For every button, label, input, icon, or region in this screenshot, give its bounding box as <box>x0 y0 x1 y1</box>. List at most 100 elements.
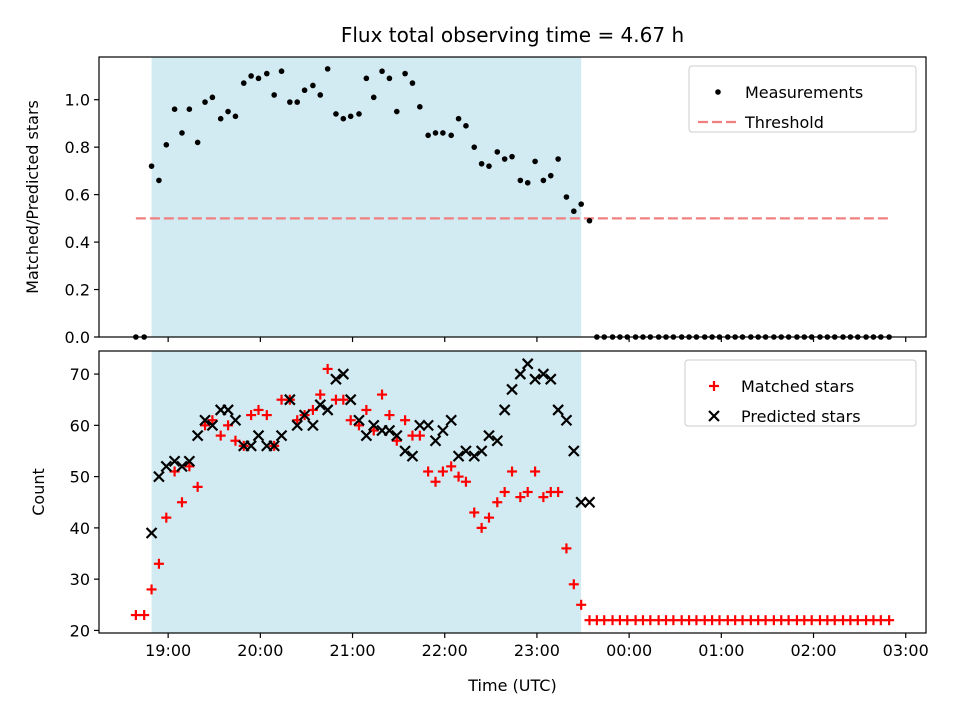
x-axis-label: Time (UTC) <box>467 676 556 695</box>
data-point <box>483 512 494 523</box>
legend-label: Measurements <box>745 83 863 102</box>
data-point <box>463 123 469 129</box>
data-point <box>522 487 533 497</box>
data-point <box>471 144 478 150</box>
data-point <box>268 440 280 452</box>
data-point <box>509 153 515 160</box>
y-tick-label: 0.2 <box>65 281 90 300</box>
data-point <box>255 75 262 82</box>
series-predicted-stars <box>145 358 596 539</box>
data-point <box>232 113 239 120</box>
data-point <box>498 404 511 416</box>
legend: Matched stars Predicted stars <box>684 359 917 427</box>
data-point <box>139 610 150 621</box>
data-point <box>176 460 188 473</box>
data-point <box>222 404 234 416</box>
legend-marker <box>709 381 719 391</box>
data-point <box>291 419 303 432</box>
y-tick-label: 0.8 <box>65 138 90 157</box>
data-point <box>437 466 448 477</box>
axes-frame <box>98 350 927 634</box>
data-point <box>476 522 487 533</box>
data-point <box>532 158 538 165</box>
data-point <box>314 399 327 411</box>
data-point <box>377 389 388 400</box>
data-point <box>261 410 272 421</box>
data-point <box>183 455 196 468</box>
data-point <box>271 92 277 98</box>
data-point <box>393 108 400 115</box>
data-point <box>540 177 547 184</box>
data-point <box>501 156 508 162</box>
data-point <box>537 368 550 380</box>
data-point <box>184 461 195 472</box>
data-point <box>153 470 165 483</box>
y-tick-label: 70 <box>70 365 90 384</box>
data-point <box>248 73 254 79</box>
x-tick-label: 22:00 <box>422 641 468 660</box>
data-point <box>560 414 573 426</box>
data-point <box>440 130 446 136</box>
legend-label: Threshold <box>744 113 824 132</box>
data-point <box>192 481 203 492</box>
data-point <box>483 429 495 442</box>
y-tick-label: 40 <box>70 519 90 538</box>
data-point <box>156 177 162 184</box>
data-point <box>310 82 316 89</box>
data-point <box>321 404 334 416</box>
legend-item: Matched stars <box>709 377 854 396</box>
data-point <box>215 430 226 441</box>
data-point <box>252 429 265 442</box>
data-point <box>383 424 396 437</box>
data-point <box>453 471 464 482</box>
data-point <box>494 149 501 155</box>
data-point <box>363 75 370 82</box>
data-point <box>561 543 572 554</box>
data-point <box>553 487 564 497</box>
data-point <box>423 466 434 477</box>
data-point <box>409 80 416 86</box>
data-point <box>544 373 557 385</box>
data-point <box>414 430 425 441</box>
data-point <box>163 141 170 148</box>
legend-label: Matched stars <box>741 377 854 396</box>
data-point <box>552 404 564 416</box>
data-point <box>425 132 431 139</box>
data-point <box>324 66 331 72</box>
legend-box <box>684 359 917 427</box>
data-point <box>356 111 362 117</box>
data-point <box>568 579 579 590</box>
data-point <box>287 99 293 105</box>
data-point <box>530 466 541 477</box>
data-point <box>160 460 173 473</box>
data-point <box>517 177 524 184</box>
data-point <box>194 139 201 146</box>
data-point <box>430 476 441 487</box>
data-point <box>153 558 164 569</box>
y-tick-label: 60 <box>70 416 90 435</box>
x-tick-label: 23:00 <box>514 641 560 660</box>
data-point <box>317 92 324 98</box>
data-point <box>298 409 311 421</box>
data-point <box>391 435 402 446</box>
x-tick-label: 00:00 <box>606 641 652 660</box>
axes-frame <box>98 56 927 338</box>
x-tick-label: 01:00 <box>698 641 744 660</box>
data-point <box>200 420 211 431</box>
data-point <box>347 113 354 120</box>
data-point <box>468 450 481 462</box>
data-point <box>199 414 211 426</box>
y-tick-label: 30 <box>70 570 90 589</box>
data-point <box>524 179 531 186</box>
data-point <box>884 615 895 626</box>
data-point <box>499 487 510 497</box>
data-point <box>361 404 372 415</box>
data-point <box>446 461 457 472</box>
data-point <box>460 476 471 487</box>
data-point <box>575 496 587 509</box>
data-point <box>246 410 257 421</box>
y-axis-label: Matched/Predicted stars <box>23 100 42 294</box>
data-point <box>275 429 288 442</box>
y-tick-label: 0.6 <box>65 186 90 205</box>
data-point <box>191 429 204 442</box>
